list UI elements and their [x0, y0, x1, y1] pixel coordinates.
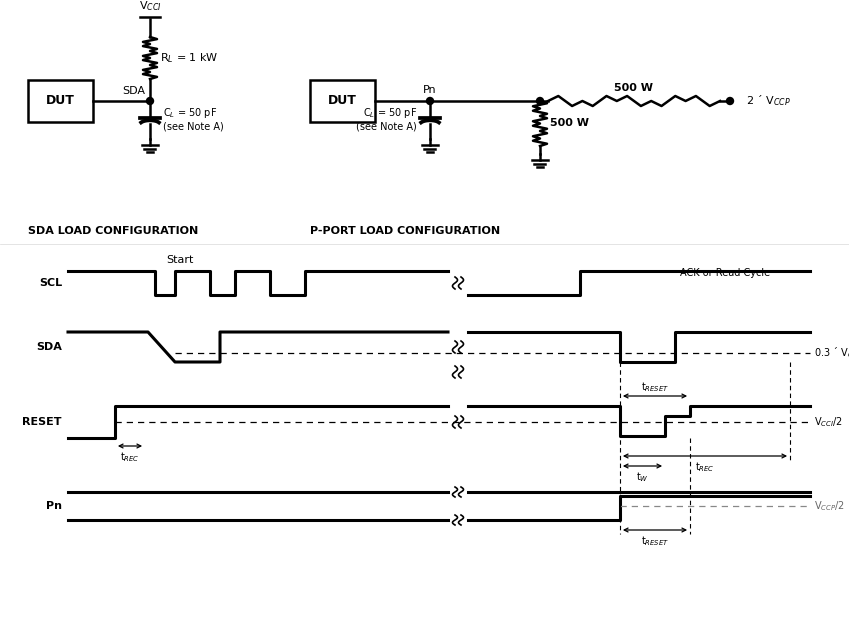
Text: Start: Start [166, 255, 194, 265]
Text: C$_L$ = 50 pF
(see Note A): C$_L$ = 50 pF (see Note A) [357, 107, 417, 132]
Bar [28, 80, 93, 122]
Circle shape [147, 98, 154, 105]
Text: t$_{REC}$: t$_{REC}$ [121, 450, 140, 464]
Text: t$_{REC}$: t$_{REC}$ [695, 460, 715, 474]
Bar [310, 80, 375, 122]
Circle shape [727, 98, 734, 105]
Text: Pn: Pn [423, 85, 437, 95]
Circle shape [537, 98, 543, 105]
Text: V$_{CCI}$/2: V$_{CCI}$/2 [814, 415, 843, 429]
Text: ACK or Read Cycle: ACK or Read Cycle [680, 268, 770, 278]
Text: P-PORT LOAD CONFIGURATION: P-PORT LOAD CONFIGURATION [310, 226, 500, 236]
Text: SCL: SCL [39, 278, 62, 288]
Text: C$_L$ = 50 pF
(see Note A): C$_L$ = 50 pF (see Note A) [163, 107, 224, 132]
Text: 2 ´ V$_{CCP}$: 2 ´ V$_{CCP}$ [746, 94, 791, 108]
Text: DUT: DUT [328, 94, 357, 108]
Text: V$_{CCI}$: V$_{CCI}$ [138, 0, 161, 13]
Text: V$_{CCP}$/2: V$_{CCP}$/2 [814, 499, 845, 513]
Text: SDA: SDA [122, 86, 145, 96]
Text: SDA LOAD CONFIGURATION: SDA LOAD CONFIGURATION [28, 226, 199, 236]
Circle shape [426, 98, 434, 105]
Text: SDA: SDA [37, 342, 62, 352]
Text: RESET: RESET [23, 417, 62, 427]
Text: 500 W: 500 W [615, 83, 654, 93]
Text: DUT: DUT [46, 94, 75, 108]
Text: 500 W: 500 W [550, 119, 589, 129]
Text: t$_W$: t$_W$ [636, 470, 649, 484]
Text: t$_{RESET}$: t$_{RESET}$ [641, 380, 669, 394]
Text: 0.3 ´ V$_{CCI}$: 0.3 ´ V$_{CCI}$ [814, 346, 849, 360]
Text: t$_{RESET}$: t$_{RESET}$ [641, 534, 669, 548]
Text: R$_L$ = 1 kW: R$_L$ = 1 kW [160, 51, 218, 65]
Text: Pn: Pn [46, 501, 62, 511]
